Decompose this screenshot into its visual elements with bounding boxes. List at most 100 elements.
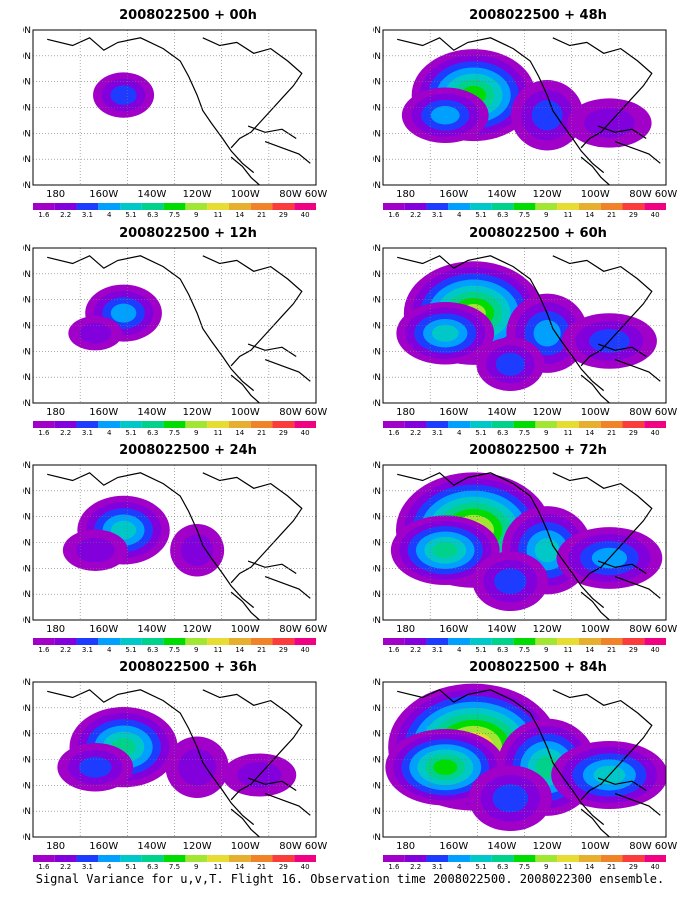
contour-fill	[430, 106, 460, 125]
colorbar-swatch	[120, 421, 142, 428]
colorbar-swatch	[426, 203, 449, 210]
lon-label: 180	[396, 624, 415, 635]
colorbar-label: 29	[629, 646, 638, 654]
colorbar-swatch	[535, 421, 558, 428]
lat-label: 40N	[373, 322, 381, 332]
coastline	[47, 255, 311, 403]
variance-field	[68, 284, 162, 351]
colorbar-label: 40	[651, 429, 660, 437]
colorbar-label: 40	[651, 211, 660, 219]
colorbar-swatch	[207, 203, 229, 210]
colorbar-swatch	[470, 855, 492, 862]
map-plot: 70N 60N 50N 40N 30N 20N 10N 180 160W 140W 120W 100W…	[373, 244, 678, 437]
coastline	[397, 472, 661, 620]
lat-label: 20N	[373, 807, 381, 817]
colorbar-swatch	[470, 421, 492, 428]
colorbar-label: 4	[107, 429, 112, 437]
lon-label: 140W	[487, 189, 516, 200]
colorbar-swatch	[644, 421, 666, 428]
colorbar-label: 2.2	[410, 429, 421, 437]
lon-label: 140W	[487, 407, 516, 418]
colorbar-swatch	[76, 421, 99, 428]
panel-title: 2008022500 + 12h	[119, 226, 257, 241]
colorbar-label: 5.1	[475, 211, 486, 219]
lon-label: 140W	[487, 841, 516, 852]
colorbar-label: 1.6	[388, 863, 400, 871]
lat-label: 20N	[23, 590, 31, 600]
contour-fill	[75, 537, 115, 563]
colorbar-swatch	[294, 421, 316, 428]
colorbar-label: 14	[585, 863, 594, 871]
colorbar-label: 6.3	[147, 646, 158, 654]
colorbar-swatch	[250, 855, 273, 862]
lat-label: 30N	[23, 781, 31, 791]
colorbar-swatch	[294, 855, 316, 862]
colorbar-swatch	[54, 638, 77, 645]
lat-label: 40N	[23, 756, 31, 766]
lon-label: 120W	[183, 624, 212, 635]
colorbar-swatch	[513, 855, 536, 862]
colorbar-swatch	[600, 638, 623, 645]
colorbar-swatch	[470, 638, 492, 645]
colorbar-label: 4	[107, 863, 112, 871]
colorbar-swatch	[383, 855, 405, 862]
lon-label: 80W	[279, 841, 302, 852]
colorbar-label: 14	[235, 646, 244, 654]
lat-label: 10N	[373, 616, 381, 626]
lat-label: 60N	[373, 270, 381, 280]
colorbar-label: 5.1	[475, 863, 486, 871]
colorbar-label: 40	[301, 211, 310, 219]
colorbar-swatch	[272, 421, 295, 428]
panel-title: 2008022500 + 60h	[469, 226, 607, 241]
map-panel: 2008022500 + 00h 70N 60N 50N 40N 30N 20N 10N 180…	[23, 8, 353, 220]
lon-label: 60W	[655, 407, 678, 418]
colorbar-label: 2.2	[410, 863, 421, 871]
coastline	[47, 689, 311, 837]
colorbar-label: 4	[457, 429, 462, 437]
colorbar-swatch	[513, 421, 536, 428]
colorbar-label: 6.3	[147, 863, 158, 871]
coastline	[397, 689, 661, 837]
lon-label: 100W	[581, 841, 610, 852]
colorbar-swatch	[383, 203, 405, 210]
colorbar-swatch	[578, 203, 601, 210]
lat-label: 30N	[23, 347, 31, 357]
lat-label: 60N	[23, 704, 31, 714]
lat-label: 20N	[23, 373, 31, 383]
colorbar-swatch	[578, 638, 601, 645]
colorbar-label: 2.2	[60, 646, 71, 654]
colorbar-swatch	[578, 855, 601, 862]
variance-field	[385, 683, 666, 832]
lat-label: 70N	[23, 461, 31, 471]
colorbar-swatch	[448, 855, 471, 862]
colorbar-label: 1.6	[38, 429, 50, 437]
lon-label: 160W	[439, 189, 468, 200]
colorbar-label: 7.5	[519, 211, 530, 219]
contour-fill	[433, 759, 458, 775]
colorbar-swatch	[163, 638, 186, 645]
colorbar-swatch	[448, 421, 471, 428]
colorbar-swatch	[644, 203, 666, 210]
colorbar-label: 3.1	[432, 211, 443, 219]
colorbar-label: 2.2	[60, 863, 71, 871]
colorbar-swatch	[98, 855, 121, 862]
map-frame	[382, 247, 667, 404]
colorbar-label: 3.1	[432, 429, 443, 437]
colorbar-swatch	[141, 638, 164, 645]
colorbar-label: 7.5	[519, 646, 530, 654]
lon-label: 60W	[305, 624, 328, 635]
colorbar-label: 1.6	[38, 863, 50, 871]
colorbar-swatch	[272, 855, 295, 862]
lon-label: 60W	[655, 189, 678, 200]
lon-label: 80W	[629, 407, 652, 418]
lon-label: 120W	[183, 189, 212, 200]
colorbar-swatch	[557, 203, 579, 210]
colorbar-label: 21	[257, 646, 266, 654]
colorbar-swatch	[600, 203, 623, 210]
contour-fill	[110, 85, 137, 105]
colorbar-label: 6.3	[147, 211, 158, 219]
map-plot: 70N 60N 50N 40N 30N 20N 10N 180 160W 140W 120W 100W…	[373, 678, 677, 871]
colorbar-swatch	[141, 203, 164, 210]
colorbar-swatch	[535, 638, 558, 645]
colorbar-swatch	[228, 855, 251, 862]
